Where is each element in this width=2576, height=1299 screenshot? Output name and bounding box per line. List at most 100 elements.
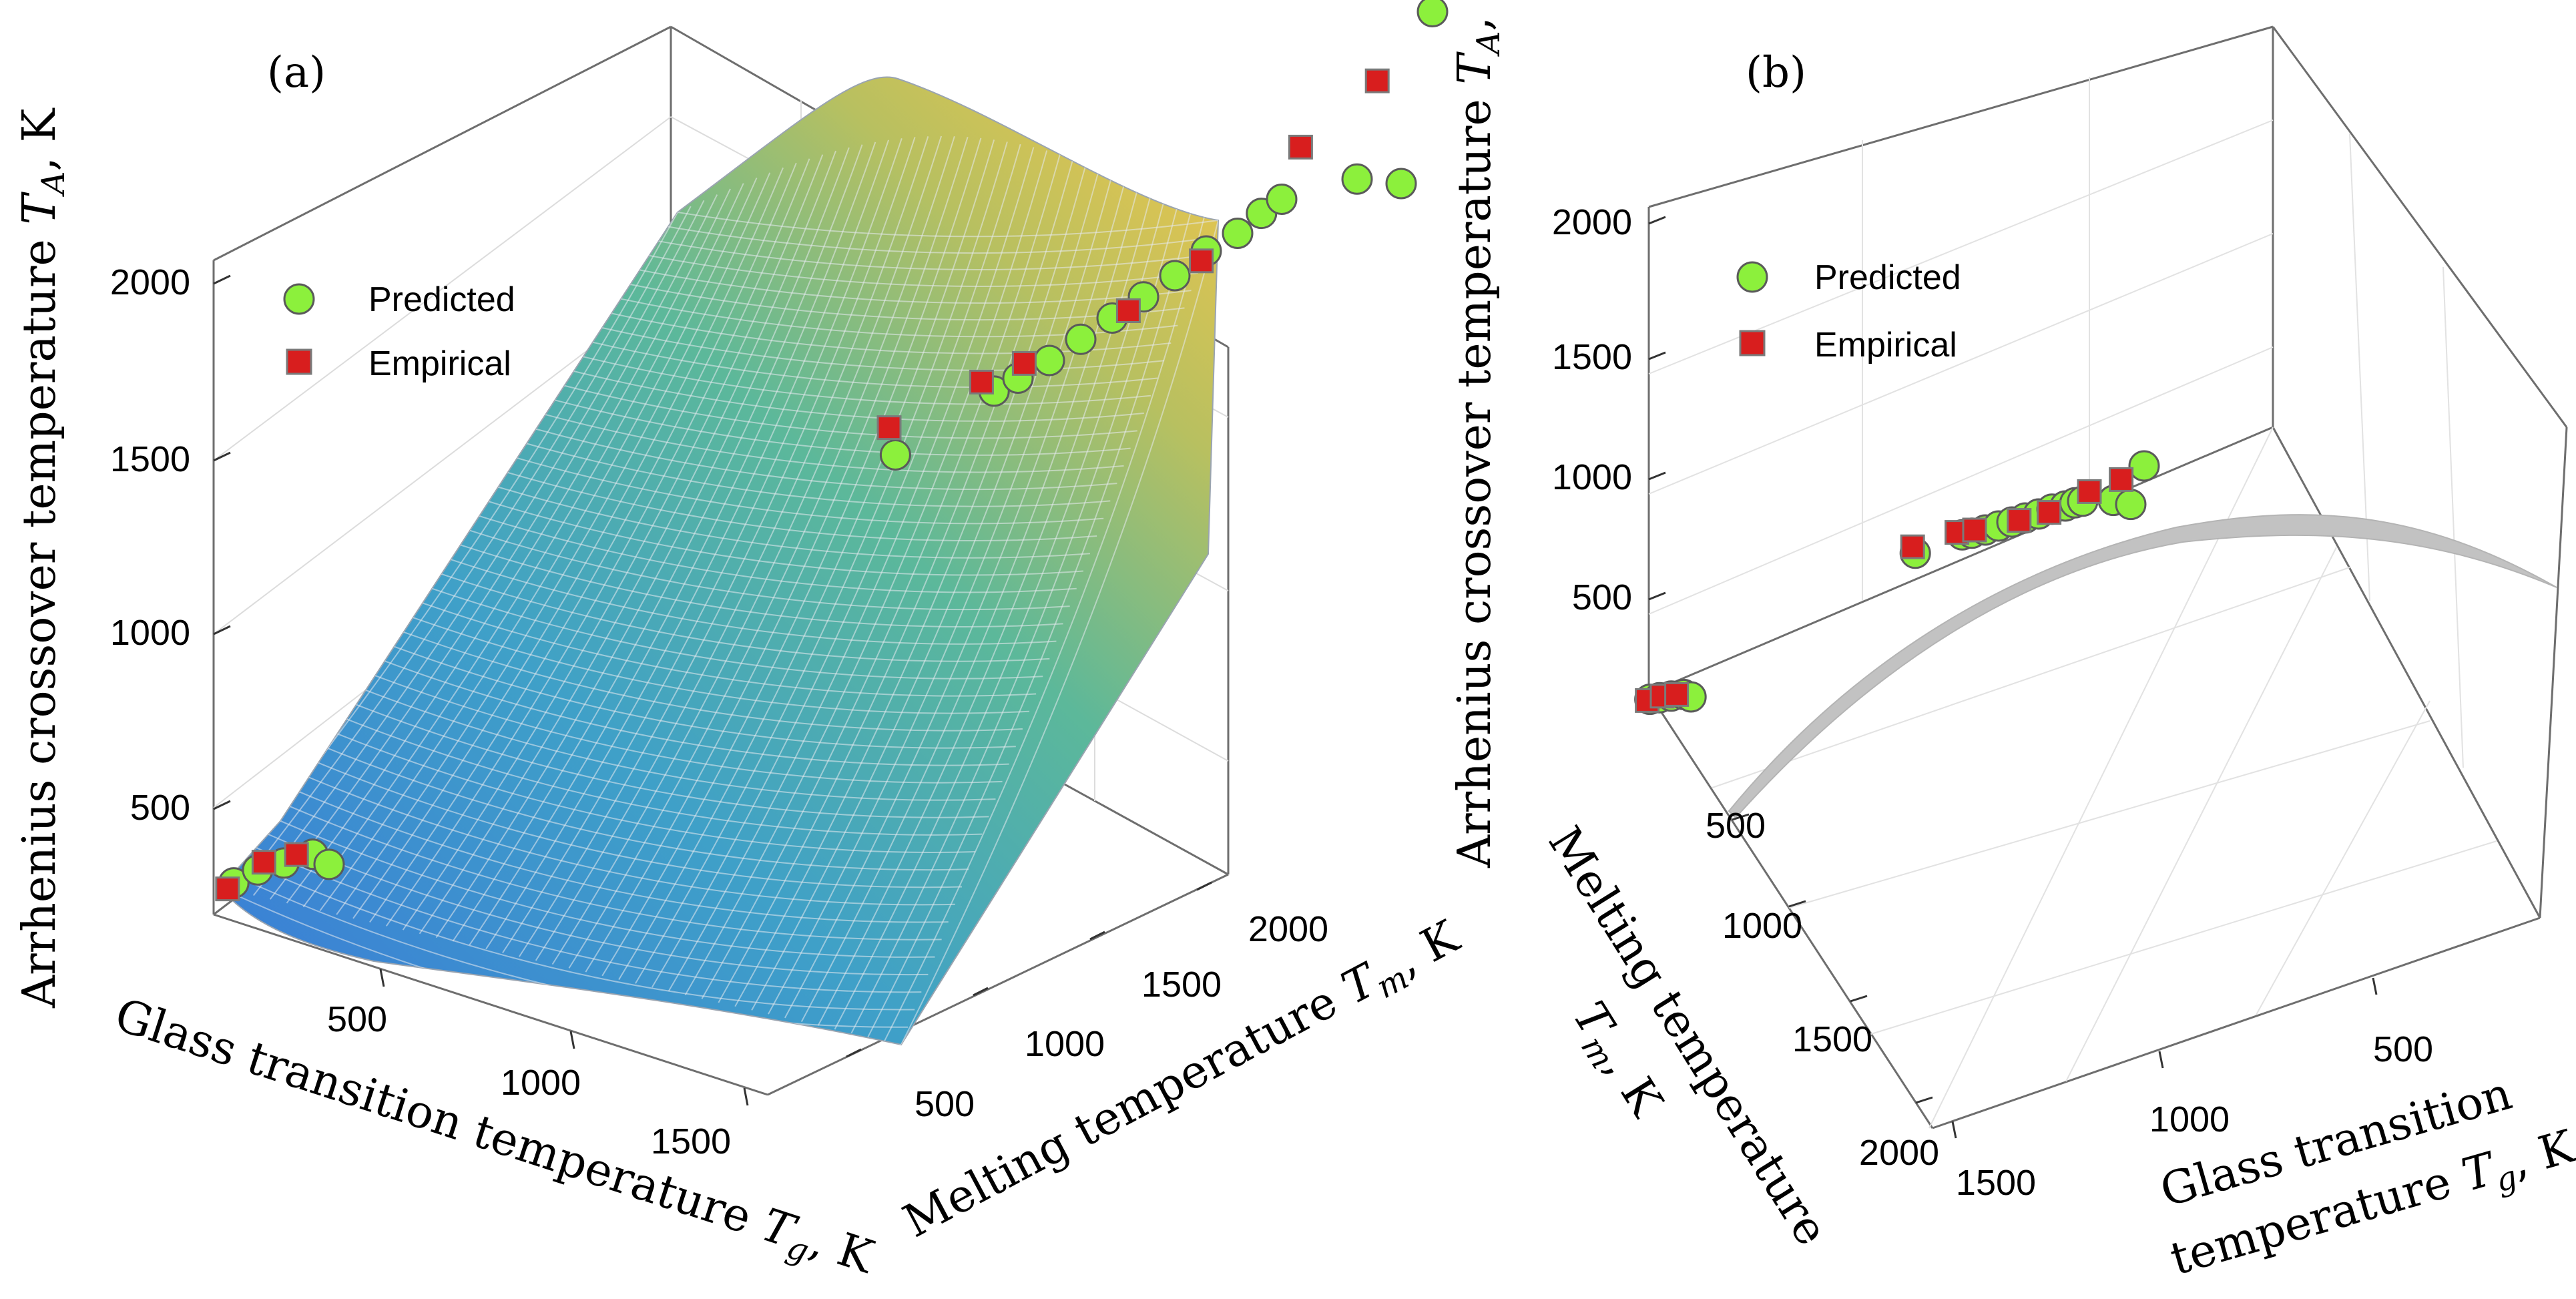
surface-mesh-line: [419, 150, 837, 935]
empirical-point: [284, 842, 309, 867]
surface-mesh-line: [518, 137, 916, 957]
a-y-tick-1000: 1000: [1025, 1024, 1105, 1064]
panel-a-points: [215, 0, 1449, 902]
a-z-tick-500: 500: [130, 788, 190, 828]
empirical-point: [1900, 534, 1925, 559]
surface-mesh-line: [402, 154, 824, 931]
predicted-point: [1341, 163, 1373, 195]
b-x-tick-1000: 1000: [2149, 1099, 2230, 1139]
b-legend-predicted-label: Predicted: [1814, 258, 1961, 297]
surface-mesh-line: [278, 800, 942, 941]
surface-mesh-line: [502, 138, 903, 953]
surface-mesh-line: [485, 140, 890, 950]
predicted-point: [313, 848, 345, 880]
panel-a: 500 1000 1500 2000 500 1000 1500 500 100…: [13, 0, 1471, 1290]
empirical-point: [215, 876, 240, 902]
a-x-axis-label: Glass transition temperature Tg, K: [107, 989, 880, 1290]
surface-mesh-line: [249, 844, 922, 993]
panel-b-label: (b): [1746, 48, 1806, 97]
a-x-tick-500: 500: [327, 999, 387, 1039]
b-y-tick-1500: 1500: [1792, 1019, 1872, 1059]
surface-mesh-line: [252, 200, 705, 896]
surface-mesh-line: [286, 188, 731, 904]
b-legend-predicted-marker: [1736, 261, 1768, 293]
surface-mesh-line: [668, 226, 1212, 254]
surface-mesh-line: [463, 527, 1070, 611]
surface-mesh-line: [268, 815, 935, 958]
panel-a-x-axis: 500 1000 1500: [327, 969, 749, 1161]
surface-mesh-line: [346, 700, 989, 818]
a-y-tick-500: 500: [915, 1084, 975, 1124]
b-legend-empirical-label: Empirical: [1814, 326, 1957, 364]
surface-mesh-line: [599, 326, 1165, 371]
b-z-tick-500: 500: [1572, 577, 1632, 617]
surface-mesh-line: [352, 167, 784, 919]
a-y-tick-1500: 1500: [1141, 965, 1222, 1005]
b-z-axis-label: Arrhenius crossover temperature TA, K: [1449, 0, 1507, 868]
panel-b-surface: [1728, 514, 2557, 819]
empirical-point: [1664, 682, 1690, 707]
a-z-tick-1000: 1000: [110, 613, 190, 653]
a-x-tick-1000: 1000: [501, 1063, 581, 1103]
surface-mesh-line: [560, 384, 1137, 439]
predicted-point: [1385, 168, 1417, 200]
predicted-point: [1033, 344, 1065, 376]
surface-mesh-line: [541, 413, 1124, 473]
empirical-point: [1189, 248, 1214, 274]
surface-mesh-line: [385, 643, 1016, 749]
surface-mesh-line: [415, 599, 1037, 697]
surface-mesh-line: [658, 240, 1205, 271]
surface-mesh-line: [651, 144, 1021, 988]
surface-mesh-line: [492, 485, 1091, 559]
surface-mesh-line: [701, 154, 1061, 999]
panel-a-surface: [219, 76, 1220, 1046]
surface-mesh-line: [734, 162, 1087, 1007]
surface-mesh-line: [298, 772, 955, 906]
empirical-point: [876, 415, 902, 441]
empirical-point: [2007, 508, 2032, 533]
b-y-tick-500: 500: [1706, 806, 1766, 846]
predicted-point: [1222, 218, 1254, 249]
predicted-point: [1416, 0, 1449, 27]
surface-mesh-line: [751, 167, 1101, 1011]
surface-mesh-line: [618, 140, 995, 981]
b-z-tick-1000: 1000: [1552, 457, 1632, 497]
surface-mesh-line: [288, 786, 949, 923]
b-x-tick-500: 500: [2373, 1029, 2433, 1069]
empirical-point: [2077, 479, 2102, 504]
surface-mesh-line: [269, 194, 718, 900]
surface-mesh-line: [589, 340, 1158, 388]
a-y-tick-2000: 2000: [1248, 909, 1328, 949]
empirical-point: [969, 369, 994, 395]
surface-mesh-line: [307, 758, 962, 888]
b-y-tick-2000: 2000: [1859, 1133, 1939, 1173]
surface-mesh-line: [684, 150, 1048, 995]
surface-mesh-line: [366, 672, 1003, 784]
panel-a-legend: Predicted Empirical: [283, 280, 515, 383]
surface-mesh-line: [768, 172, 1113, 1015]
surface-mesh-line: [336, 172, 771, 915]
panel-b-legend: Predicted Empirical: [1736, 258, 1961, 364]
surface-mesh-line: [551, 398, 1131, 456]
empirical-point: [251, 850, 276, 875]
surface-mesh-line: [648, 254, 1198, 287]
surface-mesh-line: [521, 441, 1111, 507]
surface-mesh-line: [473, 513, 1077, 593]
empirical-point: [1011, 350, 1037, 376]
predicted-point: [1266, 184, 1298, 215]
empirical-point: [1115, 298, 1141, 323]
surface-mesh-line: [601, 138, 982, 977]
surface-mesh-line: [319, 178, 758, 911]
panel-a-y-axis: 500 1000 1500 2000: [846, 881, 1328, 1124]
surface-mesh-line: [511, 456, 1104, 525]
predicted-point: [879, 439, 911, 471]
predicted-point: [1065, 323, 1097, 355]
surface-mesh-line: [375, 657, 1009, 766]
a-legend-empirical-label: Empirical: [368, 344, 511, 383]
surface-mesh-line: [453, 542, 1063, 628]
surface-mesh-line: [258, 829, 929, 976]
surface-mesh-line: [580, 355, 1151, 405]
predicted-point: [1159, 260, 1191, 292]
panel-b-x-axis: 500 1000 1500: [1951, 977, 2433, 1203]
a-y-axis-label: Melting temperature Tm, K: [895, 911, 1471, 1254]
